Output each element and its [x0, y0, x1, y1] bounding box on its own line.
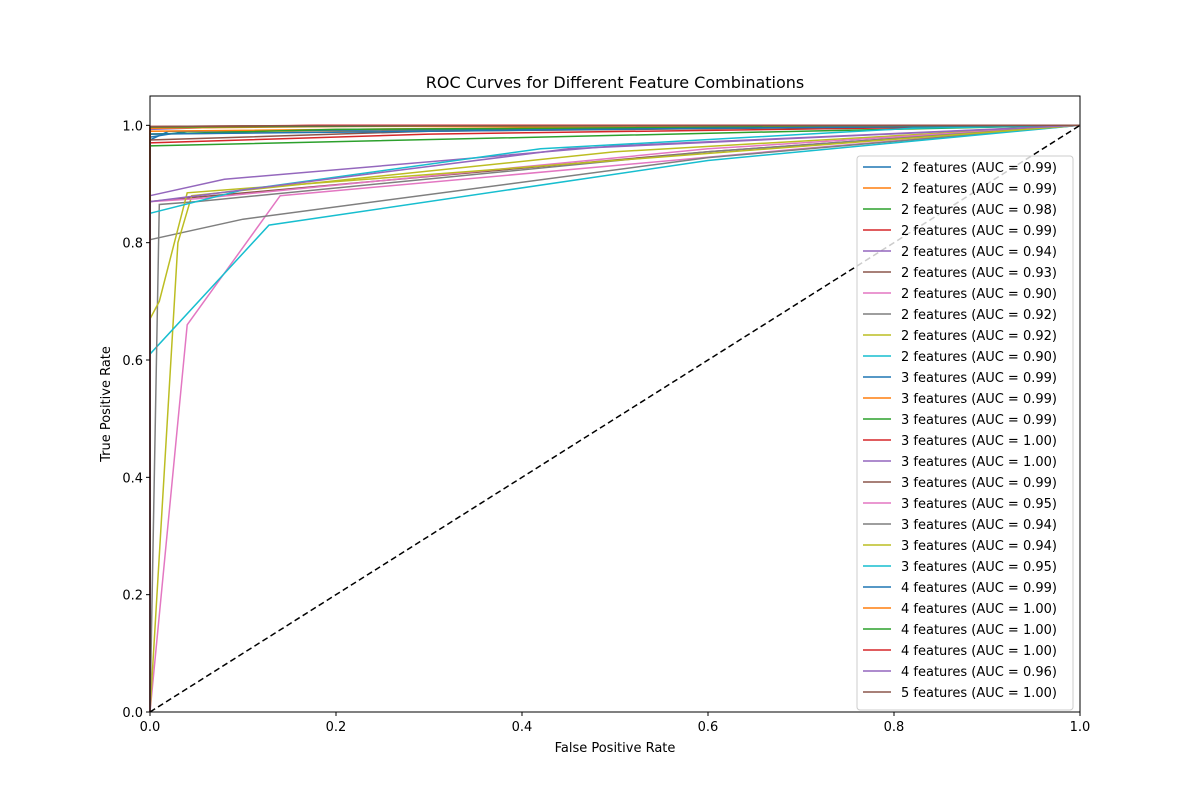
y-tick-label: 0.0 [122, 706, 143, 721]
legend-entry: 2 features (AUC = 0.90) [901, 350, 1057, 365]
x-tick-label: 0.8 [884, 720, 905, 735]
legend-entry: 2 features (AUC = 0.90) [901, 287, 1057, 302]
x-tick-label: 0.6 [698, 720, 719, 735]
x-tick-label: 0.2 [326, 720, 347, 735]
axes: 0.0 0.2 0.4 0.6 0.8 1.0 0.0 0.2 0.4 0.6 0.8 1.0 [122, 95, 1091, 735]
x-axis-label: False Positive Rate [555, 741, 676, 756]
legend-entry: 2 features (AUC = 0.98) [901, 203, 1057, 218]
legend-entry: 3 features (AUC = 0.99) [901, 413, 1057, 428]
legend-entry: 3 features (AUC = 1.00) [901, 434, 1057, 449]
legend-entry: 4 features (AUC = 0.96) [901, 665, 1057, 680]
legend-entry: 2 features (AUC = 0.92) [901, 329, 1057, 344]
legend-entry: 2 features (AUC = 0.99) [901, 161, 1057, 176]
x-tick-label: 0.0 [140, 720, 161, 735]
legend-entry: 3 features (AUC = 0.94) [901, 539, 1057, 554]
y-tick-label: 0.6 [122, 354, 143, 369]
y-tick-label: 1.0 [122, 119, 143, 134]
legend-entry: 3 features (AUC = 0.99) [901, 392, 1057, 407]
legend-entry: 3 features (AUC = 0.94) [901, 518, 1057, 533]
axes-frame [149, 95, 1081, 713]
legend-entry: 2 features (AUC = 0.93) [901, 266, 1057, 281]
legend-entry: 3 features (AUC = 0.95) [901, 497, 1057, 512]
legend-entry: 3 features (AUC = 1.00) [901, 455, 1057, 470]
legend-entry: 2 features (AUC = 0.92) [901, 308, 1057, 323]
legend-entry: 2 features (AUC = 0.94) [901, 245, 1057, 260]
legend-entry: 4 features (AUC = 1.00) [901, 623, 1057, 638]
legend-entry: 4 features (AUC = 1.00) [901, 602, 1057, 617]
x-tick-label: 0.4 [512, 720, 533, 735]
legend-entry: 3 features (AUC = 0.99) [901, 476, 1057, 491]
chart-title: ROC Curves for Different Feature Combina… [426, 73, 805, 92]
y-axis-label: True Positive Rate [99, 346, 114, 463]
legend-entry: 2 features (AUC = 0.99) [901, 224, 1057, 239]
y-tick-label: 0.4 [122, 471, 143, 486]
legend-entry: 4 features (AUC = 1.00) [901, 644, 1057, 659]
legend-entry: 5 features (AUC = 1.00) [901, 686, 1057, 701]
legend-entry: 2 features (AUC = 0.99) [901, 182, 1057, 197]
legend-box [856, 155, 1074, 711]
legend: 2 features (AUC = 0.99) 2 features (AUC =… [856, 155, 1074, 711]
y-tick-label: 0.8 [122, 237, 143, 252]
legend-entry: 3 features (AUC = 0.99) [901, 371, 1057, 386]
x-tick-label: 1.0 [1070, 720, 1091, 735]
legend-entry: 4 features (AUC = 0.99) [901, 581, 1057, 596]
y-tick-label: 0.2 [122, 589, 143, 604]
legend-entry: 3 features (AUC = 0.95) [901, 560, 1057, 575]
